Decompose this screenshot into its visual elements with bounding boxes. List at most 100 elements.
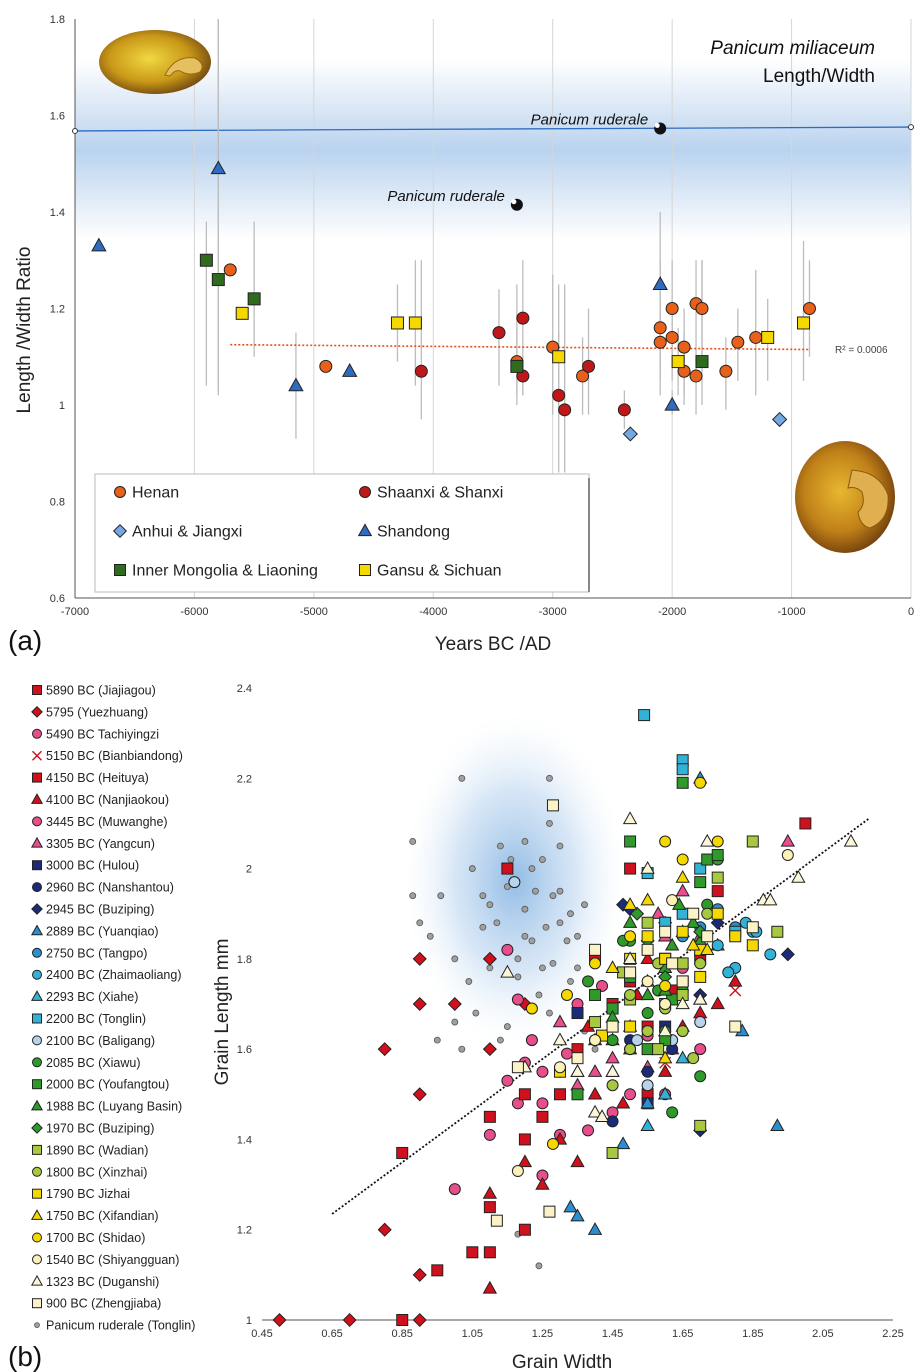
legend-marker — [359, 564, 371, 576]
point-4100-bc-nanjiaokou- — [640, 951, 655, 965]
point-panicum-ruderale-tonglin- — [458, 774, 466, 782]
point-2200-bc-tonglin- — [676, 907, 689, 920]
point-1323-bc-duganshi- — [500, 964, 515, 978]
point-5890-bc-jiajiagou- — [483, 1246, 496, 1259]
point-4100-bc-nanjiaokou- — [657, 1064, 673, 1077]
legend-label: Inner Mongolia & Liaoning — [132, 563, 318, 580]
point-1988-bc-luyang-basin- — [686, 915, 701, 928]
point-900-bc-zhengjiaba- — [746, 921, 759, 934]
point-gansu-sichuan — [408, 316, 422, 330]
point-3305-bc-yangcun- — [587, 1064, 603, 1077]
point-henan — [689, 369, 703, 383]
point-900-bc-zhengjiaba- — [546, 799, 559, 812]
point-inner-mongolia-liaoning — [211, 273, 225, 287]
legend-marker — [32, 772, 42, 783]
point-2960-bc-nanshantou- — [641, 1065, 654, 1078]
y-tick-label: 1.2 — [237, 1225, 252, 1237]
point-1323-bc-duganshi- — [587, 1104, 603, 1118]
legend-label: 1988 BC (Luyang Basin) — [46, 1100, 182, 1114]
legend-label: 5150 BC (Bianbiandong) — [46, 749, 183, 763]
point-panicum-ruderale-tonglin- — [409, 892, 417, 900]
point-shaanxi-shanxi — [516, 311, 530, 325]
point-900-bc-zhengjiaba- — [687, 907, 700, 920]
point-1750-bc-xifandian- — [675, 869, 690, 883]
point-5490-bc-tachiyingzi — [560, 1047, 573, 1060]
point-4100-bc-nanjiaokou- — [570, 1154, 585, 1168]
point-900-bc-zhengjiaba- — [701, 930, 714, 943]
legend-marker — [32, 1057, 42, 1068]
y-tick-label: 1.2 — [50, 304, 65, 316]
legend-label: Henan — [132, 485, 179, 502]
panel-b-label: (b) — [8, 1341, 42, 1372]
point-5795-yuezhuang- — [412, 1267, 427, 1282]
point-2889-bc-yuanqiao- — [587, 1222, 603, 1235]
point-1790-bc-jizhai — [694, 970, 707, 983]
point-3000-bc-hulou- — [571, 1007, 584, 1020]
point-panicum-ruderale-tonglin- — [426, 932, 434, 940]
point-3305-bc-yangcun- — [552, 1014, 568, 1028]
legend-marker — [32, 947, 42, 958]
point-2000-bc-youfangtou- — [641, 1043, 654, 1056]
x-tick-label: 1.45 — [602, 1328, 623, 1340]
legend-label: 1323 BC (Duganshi) — [46, 1275, 159, 1289]
point-1323-bc-duganshi- — [657, 1023, 673, 1037]
legend-marker — [32, 816, 42, 827]
x-tick-label: 1.65 — [672, 1328, 693, 1340]
point-2200-bc-tonglin- — [694, 862, 707, 875]
panel-a-legend-items: Henan Shaanxi & Shanxi Anhui & Jiangxi Shan… — [112, 485, 503, 580]
point-2100-bc-baligang- — [631, 1034, 644, 1047]
point-900-bc-zhengjiaba- — [729, 1020, 742, 1033]
point-1323-bc-duganshi- — [843, 833, 859, 847]
point-panicum-ruderale-tonglin- — [433, 1036, 441, 1044]
point-4150-bc-heituya- — [483, 1110, 496, 1123]
point-3445-bc-muwanghe- — [582, 1124, 595, 1137]
legend-label: 1700 BC (Shidao) — [46, 1231, 145, 1245]
point-shaanxi-shanxi — [492, 326, 506, 340]
point-1790-bc-jizhai — [641, 930, 654, 943]
point-shandong — [341, 363, 358, 377]
point-4150-bc-heituya- — [553, 1088, 566, 1101]
legend-marker — [32, 1254, 42, 1265]
point-1323-bc-duganshi- — [763, 892, 778, 906]
point-henan — [749, 330, 763, 344]
point-2085-bc-xiawu- — [694, 1070, 707, 1083]
point-1790-bc-jizhai — [746, 939, 759, 952]
y-tick-label: 2.4 — [237, 683, 252, 695]
point-panicum-ruderale-tonglin- — [437, 892, 445, 900]
point-panicum-ruderale-tonglin- — [549, 892, 557, 900]
point-panicum-ruderale-tonglin- — [416, 919, 424, 927]
point-4150-bc-heituya- — [536, 1110, 549, 1123]
point-1540-bc-shiyangguan- — [641, 975, 654, 988]
point-1800-bc-xinzhai- — [694, 957, 707, 970]
point-2889-bc-yuanqiao- — [563, 1199, 578, 1213]
point-anhui-jiangxi — [772, 411, 788, 428]
point-gansu-sichuan — [235, 306, 249, 320]
legend-marker — [32, 1232, 42, 1243]
ruderale-label: Panicum ruderale — [387, 188, 505, 205]
point-1800-bc-xinzhai- — [687, 1052, 700, 1065]
x-tick-label: -4000 — [419, 606, 447, 618]
x-tick-label: 1.05 — [462, 1328, 483, 1340]
legend-marker — [30, 1274, 44, 1286]
point-1700-bc-shidao- — [624, 930, 637, 943]
point-5795-yuezhuang- — [412, 996, 427, 1012]
point-3445-bc-muwanghe- — [624, 1088, 637, 1101]
point-4100-bc-nanjiaokou- — [728, 973, 743, 987]
point-1700-bc-shidao- — [711, 835, 724, 848]
point-2000-bc-youfangtou- — [701, 853, 714, 866]
point-1750-bc-xifandian- — [622, 897, 638, 910]
point-1540-bc-shiyangguan- — [781, 849, 794, 862]
point-4150-bc-heituya- — [624, 862, 637, 875]
point-panicum-ruderale-tonglin- — [493, 919, 501, 927]
point-4100-bc-nanjiaokou- — [693, 1005, 708, 1019]
legend-label: 5795 (Yuezhuang) — [46, 705, 148, 719]
point-1800-bc-xinzhai- — [624, 988, 637, 1001]
point-4150-bc-heituya- — [711, 885, 724, 898]
point-1540-bc-shiyangguan- — [511, 1165, 524, 1178]
point-panicum-ruderale-tonglin- — [591, 1045, 599, 1053]
point-1890-bc-wadian- — [641, 916, 654, 929]
point-panicum-ruderale-tonglin- — [514, 955, 522, 963]
y-tick-label: 1.6 — [237, 1044, 252, 1056]
legend-marker — [32, 728, 42, 739]
point-5490-bc-tachiyingzi — [501, 943, 514, 956]
